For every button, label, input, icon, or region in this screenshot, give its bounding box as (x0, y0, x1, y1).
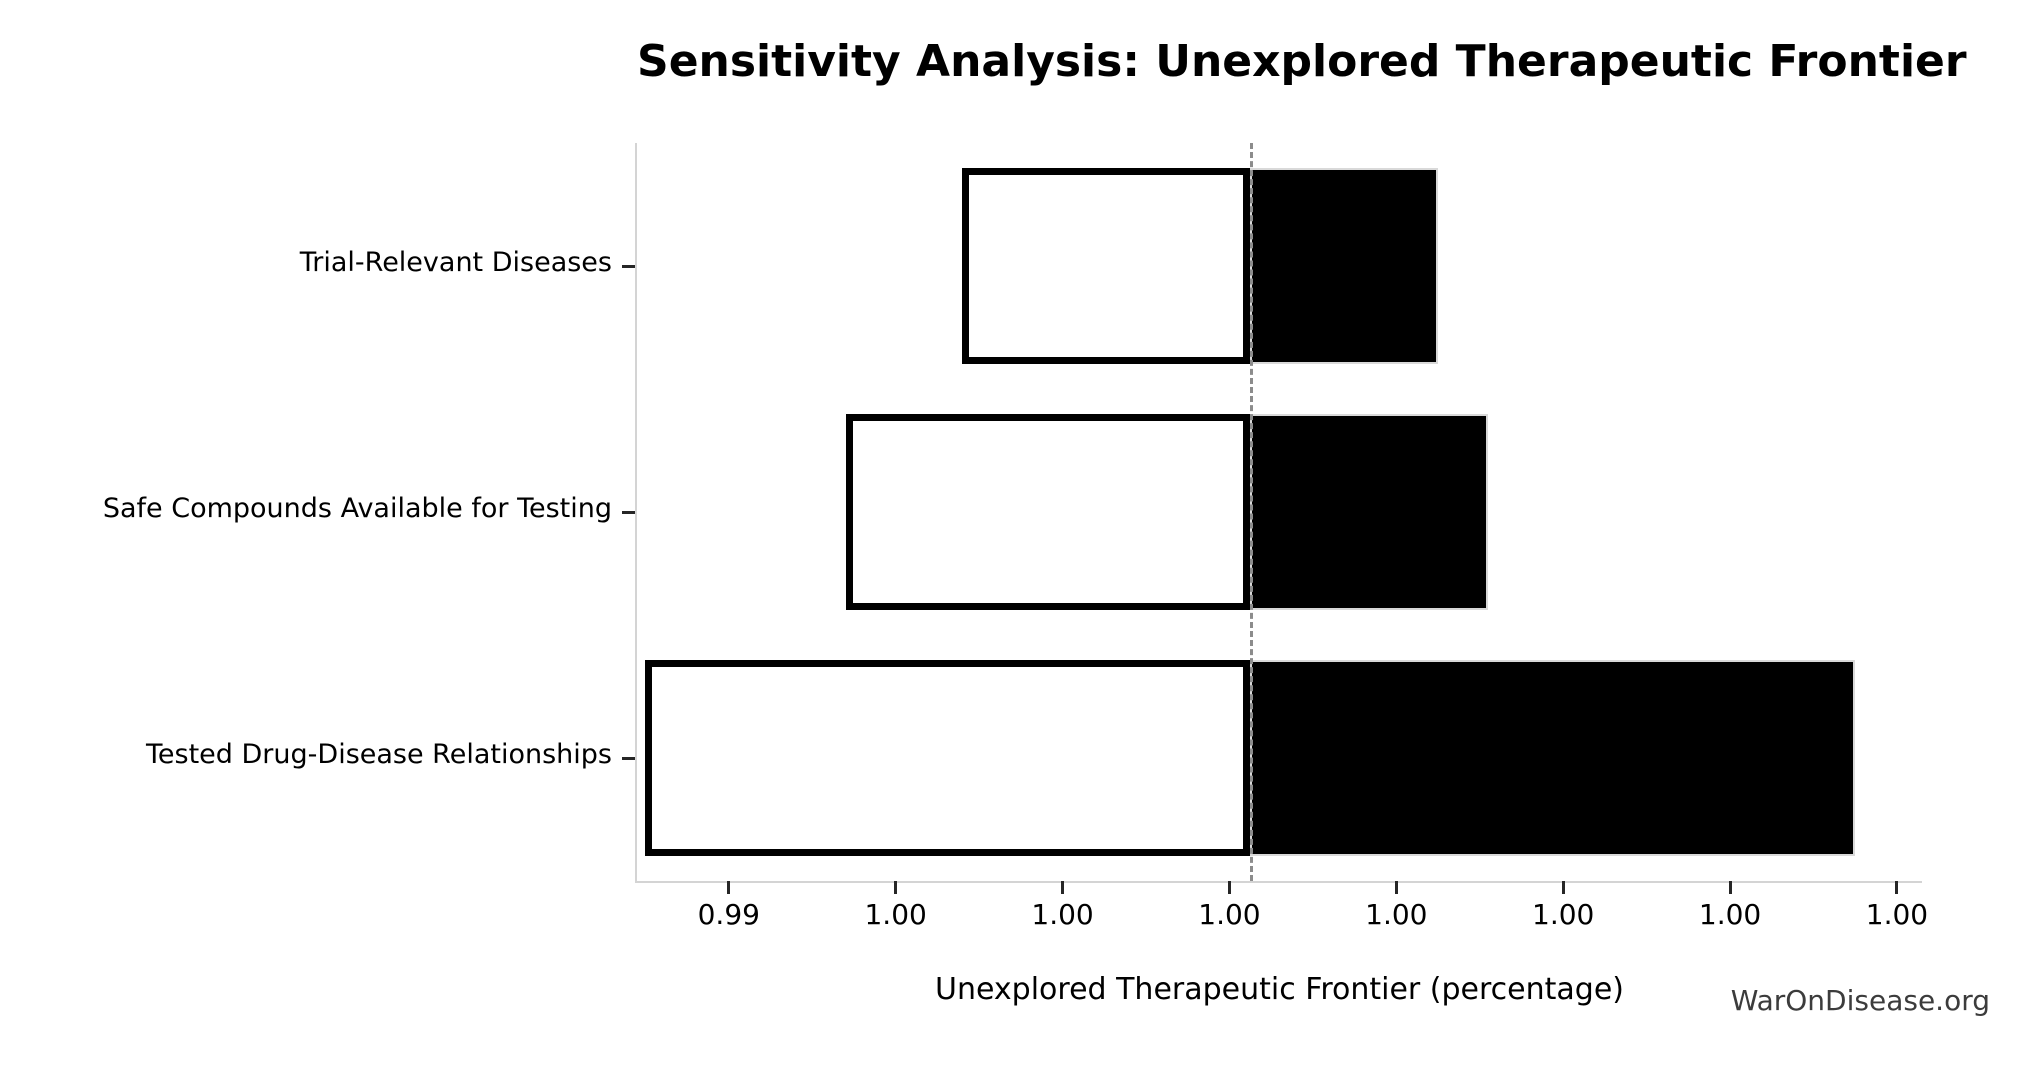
high-bar (1250, 167, 1439, 365)
y-tick-label: Trial-Relevant Diseases (299, 247, 612, 278)
y-tick-mark (622, 264, 635, 268)
x-axis-label: Unexplored Therapeutic Frontier (percent… (935, 972, 1624, 1007)
x-axis-spine (635, 881, 1922, 883)
x-tick-mark (1895, 881, 1899, 894)
x-tick-label: 1.00 (1865, 898, 1929, 931)
high-bar (1250, 659, 1856, 857)
y-tick-label: Tested Drug-Disease Relationships (146, 739, 612, 770)
low-bar (645, 659, 1251, 857)
x-tick-label: 1.00 (1031, 898, 1094, 931)
x-tick-label: 1.00 (1365, 898, 1428, 931)
watermark: WarOnDisease.org (1730, 984, 1990, 1017)
y-tick-mark (622, 510, 635, 514)
x-tick-label: 1.00 (1698, 898, 1762, 931)
x-tick-mark (727, 881, 731, 894)
x-tick-mark (1561, 881, 1565, 894)
x-tick-mark (1394, 881, 1398, 894)
baseline-dashed-line (1250, 143, 1254, 881)
x-tick-label: 1.00 (1532, 898, 1595, 931)
y-axis-spine (635, 143, 637, 883)
x-tick-label: 1.00 (1198, 898, 1261, 931)
x-tick-mark (1061, 881, 1065, 894)
x-tick-label: 0.99 (697, 898, 760, 931)
y-tick-label: Safe Compounds Available for Testing (102, 493, 612, 524)
low-bar (845, 413, 1251, 611)
x-tick-mark (1728, 881, 1732, 894)
plot-area (635, 143, 1922, 883)
y-tick-mark (622, 756, 635, 760)
chart-title: Sensitivity Analysis: Unexplored Therape… (637, 36, 1967, 87)
x-tick-mark (894, 881, 898, 894)
high-bar (1250, 413, 1489, 611)
x-tick-label: 1.00 (864, 898, 927, 931)
low-bar (962, 167, 1251, 365)
x-tick-mark (1227, 881, 1231, 894)
